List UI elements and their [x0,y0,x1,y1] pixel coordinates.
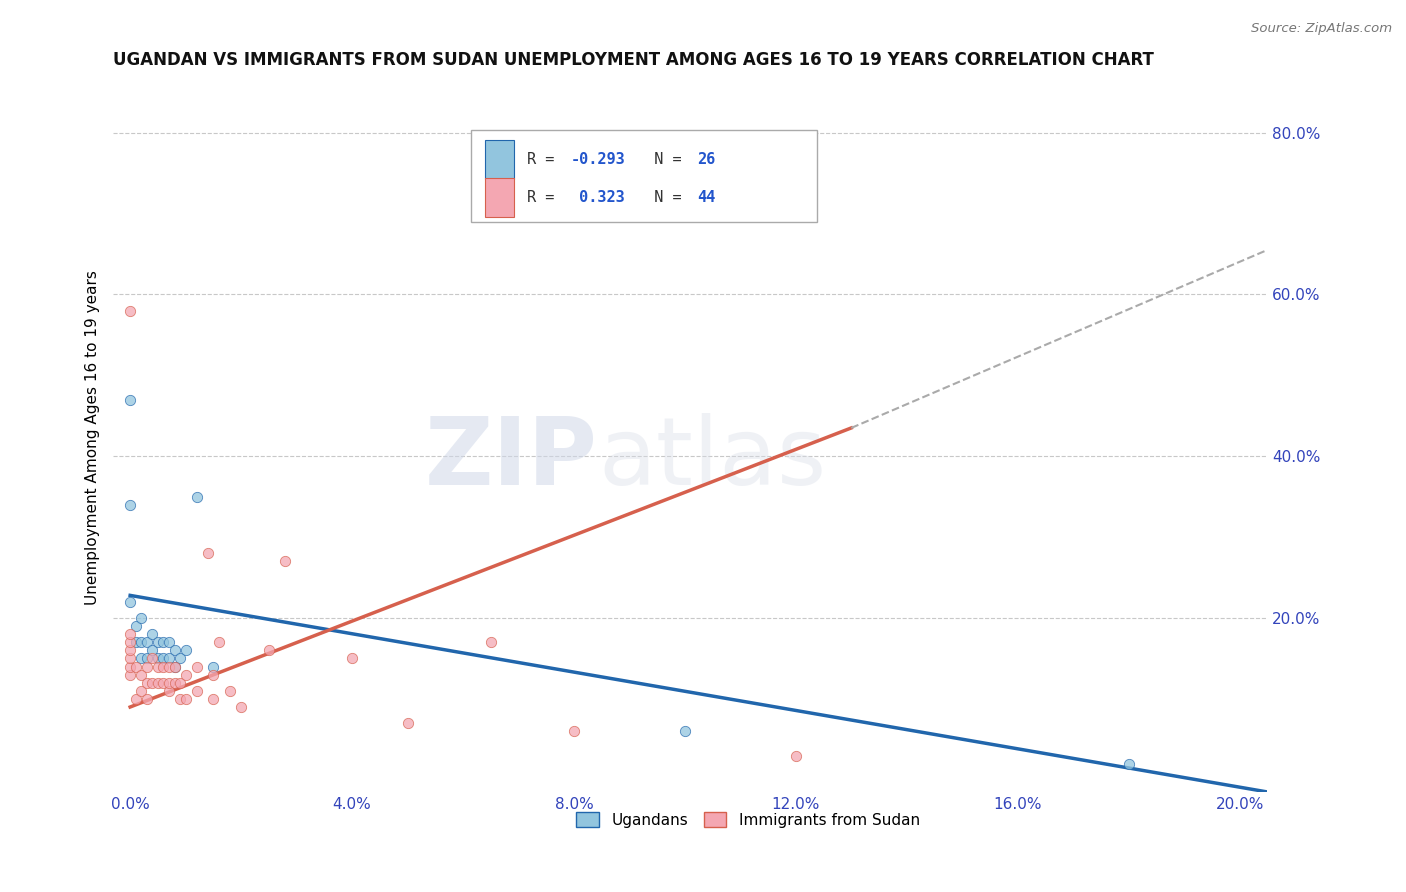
Point [174,667,197,681]
Text: atlas: atlas [598,413,827,505]
Text: 26: 26 [697,153,716,168]
Point [120,643,142,657]
Point [479,635,502,649]
Point [129,635,152,649]
Point [129,667,152,681]
Legend: Ugandans, Immigrants from Sudan: Ugandans, Immigrants from Sudan [571,805,927,834]
Text: Source: ZipAtlas.com: Source: ZipAtlas.com [1251,22,1392,36]
Point [396,716,419,731]
Point [146,635,169,649]
Point [169,692,191,706]
FancyBboxPatch shape [471,130,817,222]
Point [141,627,163,641]
Point [208,635,231,649]
Point [152,651,174,665]
Point [135,659,157,673]
Point [673,724,696,739]
Point [120,303,142,318]
Point [120,498,142,512]
Point [141,643,163,657]
Point [120,667,142,681]
Point [785,748,807,763]
Point [163,659,186,673]
Point [169,651,191,665]
Point [163,659,186,673]
Point [129,651,152,665]
Text: UGANDAN VS IMMIGRANTS FROM SUDAN UNEMPLOYMENT AMONG AGES 16 TO 19 YEARS CORRELAT: UGANDAN VS IMMIGRANTS FROM SUDAN UNEMPLO… [114,51,1154,69]
Point [157,683,180,698]
Text: ZIP: ZIP [425,413,598,505]
Point [562,724,585,739]
Text: 44: 44 [697,190,716,205]
Point [186,490,208,504]
Point [120,627,142,641]
Text: N =: N = [636,153,690,168]
Text: R =: R = [527,190,562,205]
Point [129,683,152,698]
Point [174,643,197,657]
Point [157,659,180,673]
Point [141,651,163,665]
Point [219,683,242,698]
Point [152,635,174,649]
Point [174,692,197,706]
Point [152,675,174,690]
Point [120,595,142,609]
Point [129,611,152,625]
Point [197,546,219,560]
Point [135,675,157,690]
Point [186,683,208,698]
Point [202,692,225,706]
Point [1118,756,1140,771]
Point [125,659,148,673]
Point [135,692,157,706]
Text: 0.323: 0.323 [571,190,626,205]
Point [141,675,163,690]
Point [157,635,180,649]
Point [186,659,208,673]
Point [202,667,225,681]
Point [340,651,363,665]
Point [146,659,169,673]
Point [146,651,169,665]
Point [120,651,142,665]
Point [202,659,225,673]
Point [146,675,169,690]
Text: R =: R = [527,153,562,168]
FancyBboxPatch shape [485,178,513,217]
Point [257,643,280,657]
Point [169,675,191,690]
Text: -0.293: -0.293 [571,153,626,168]
Point [157,675,180,690]
Y-axis label: Unemployment Among Ages 16 to 19 years: Unemployment Among Ages 16 to 19 years [86,270,100,606]
Point [229,700,252,714]
FancyBboxPatch shape [485,140,513,179]
Point [163,675,186,690]
Point [125,692,148,706]
Point [120,635,142,649]
Point [120,392,142,407]
Point [125,619,148,633]
Point [157,651,180,665]
Text: N =: N = [636,190,690,205]
Point [135,651,157,665]
Point [135,635,157,649]
Point [274,554,297,568]
Point [120,659,142,673]
Point [152,659,174,673]
Point [125,635,148,649]
Point [163,643,186,657]
